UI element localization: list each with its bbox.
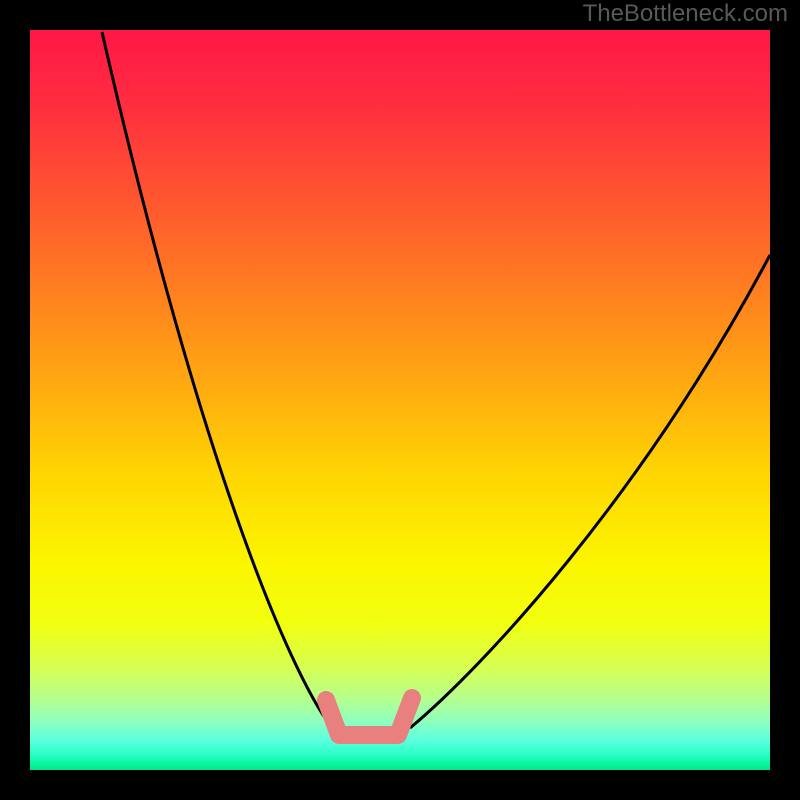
watermark-text: TheBottleneck.com [583,0,788,28]
plot-area [30,30,770,770]
chart-root: TheBottleneck.com [0,0,800,800]
gradient-background [30,30,770,770]
chart-svg [30,30,770,770]
